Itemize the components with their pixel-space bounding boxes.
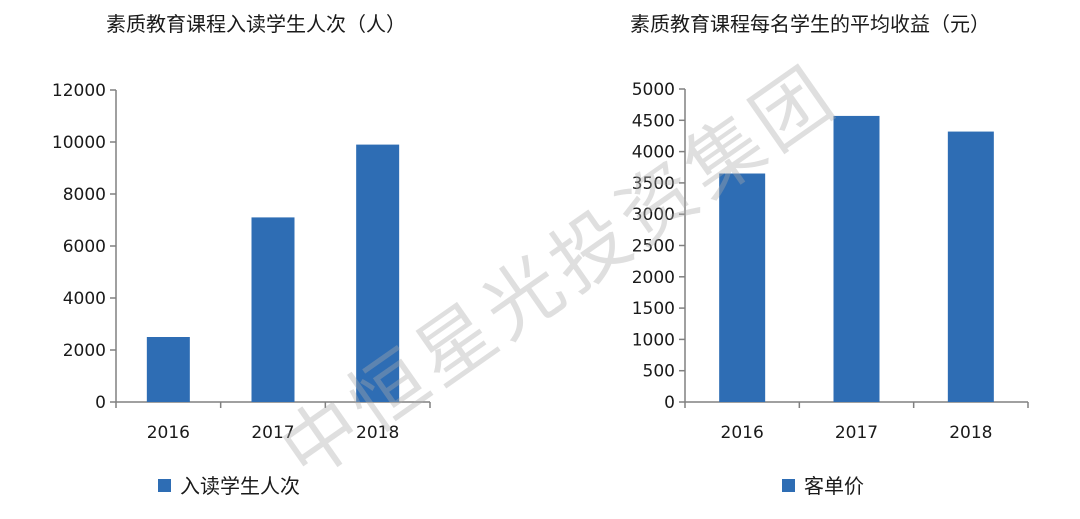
y-tick-label: 500 (643, 362, 675, 382)
legend-label: 客单价 (804, 474, 864, 498)
y-tick-label: 10000 (52, 133, 106, 153)
x-tick-label: 2016 (721, 423, 764, 443)
x-tick-label: 2017 (251, 423, 294, 443)
plot-area: 0 500 1000 1500 2000 2500 3000 3500 4000 4500 5000… (632, 80, 1029, 443)
legend: 客单价 (782, 474, 864, 498)
y-tick-label: 0 (95, 393, 106, 413)
y-tick-label: 1000 (632, 330, 675, 350)
y-tick-label: 2000 (63, 341, 106, 361)
y-tick-label: 2000 (632, 268, 675, 288)
x-tick-label: 2018 (356, 423, 399, 443)
bar (251, 217, 295, 402)
y-tick-label: 6000 (63, 237, 106, 257)
chart-avg-revenue: 素质教育课程每名学生的平均收益（元） 0 500 1000 1500 2000 2500 3… (630, 12, 1029, 498)
bar (146, 337, 190, 402)
plot-area: 0 2000 4000 6000 8000 10000 12000 2016 2017 2018 (52, 81, 431, 443)
y-tick-label: 4000 (632, 143, 675, 163)
x-tick-label: 2018 (949, 423, 992, 443)
chart-title: 素质教育课程每名学生的平均收益（元） (630, 12, 990, 36)
bar (719, 173, 766, 402)
x-tick-label: 2016 (147, 423, 190, 443)
y-tick-label: 5000 (632, 80, 675, 100)
y-tick-label: 3500 (632, 174, 675, 194)
y-tick-label: 4000 (63, 289, 106, 309)
legend: 入读学生人次 (158, 474, 300, 498)
legend-swatch (782, 479, 795, 492)
bar (356, 144, 400, 402)
bar (947, 131, 994, 402)
legend-swatch (158, 479, 171, 492)
chart-title: 素质教育课程入读学生人次（人） (106, 12, 406, 36)
y-tick-label: 1500 (632, 299, 675, 319)
chart-enrollment: 素质教育课程入读学生人次（人） 0 2000 4000 6000 8000 10000 12… (52, 12, 431, 498)
y-tick-label: 2500 (632, 237, 675, 257)
y-tick-label: 8000 (63, 185, 106, 205)
x-tick-label: 2017 (835, 423, 878, 443)
y-tick-label: 4500 (632, 111, 675, 131)
y-tick-label: 3000 (632, 205, 675, 225)
y-tick-label: 12000 (52, 81, 106, 101)
legend-label: 入读学生人次 (180, 474, 300, 498)
bar (833, 115, 880, 402)
y-tick-label: 0 (664, 393, 675, 413)
